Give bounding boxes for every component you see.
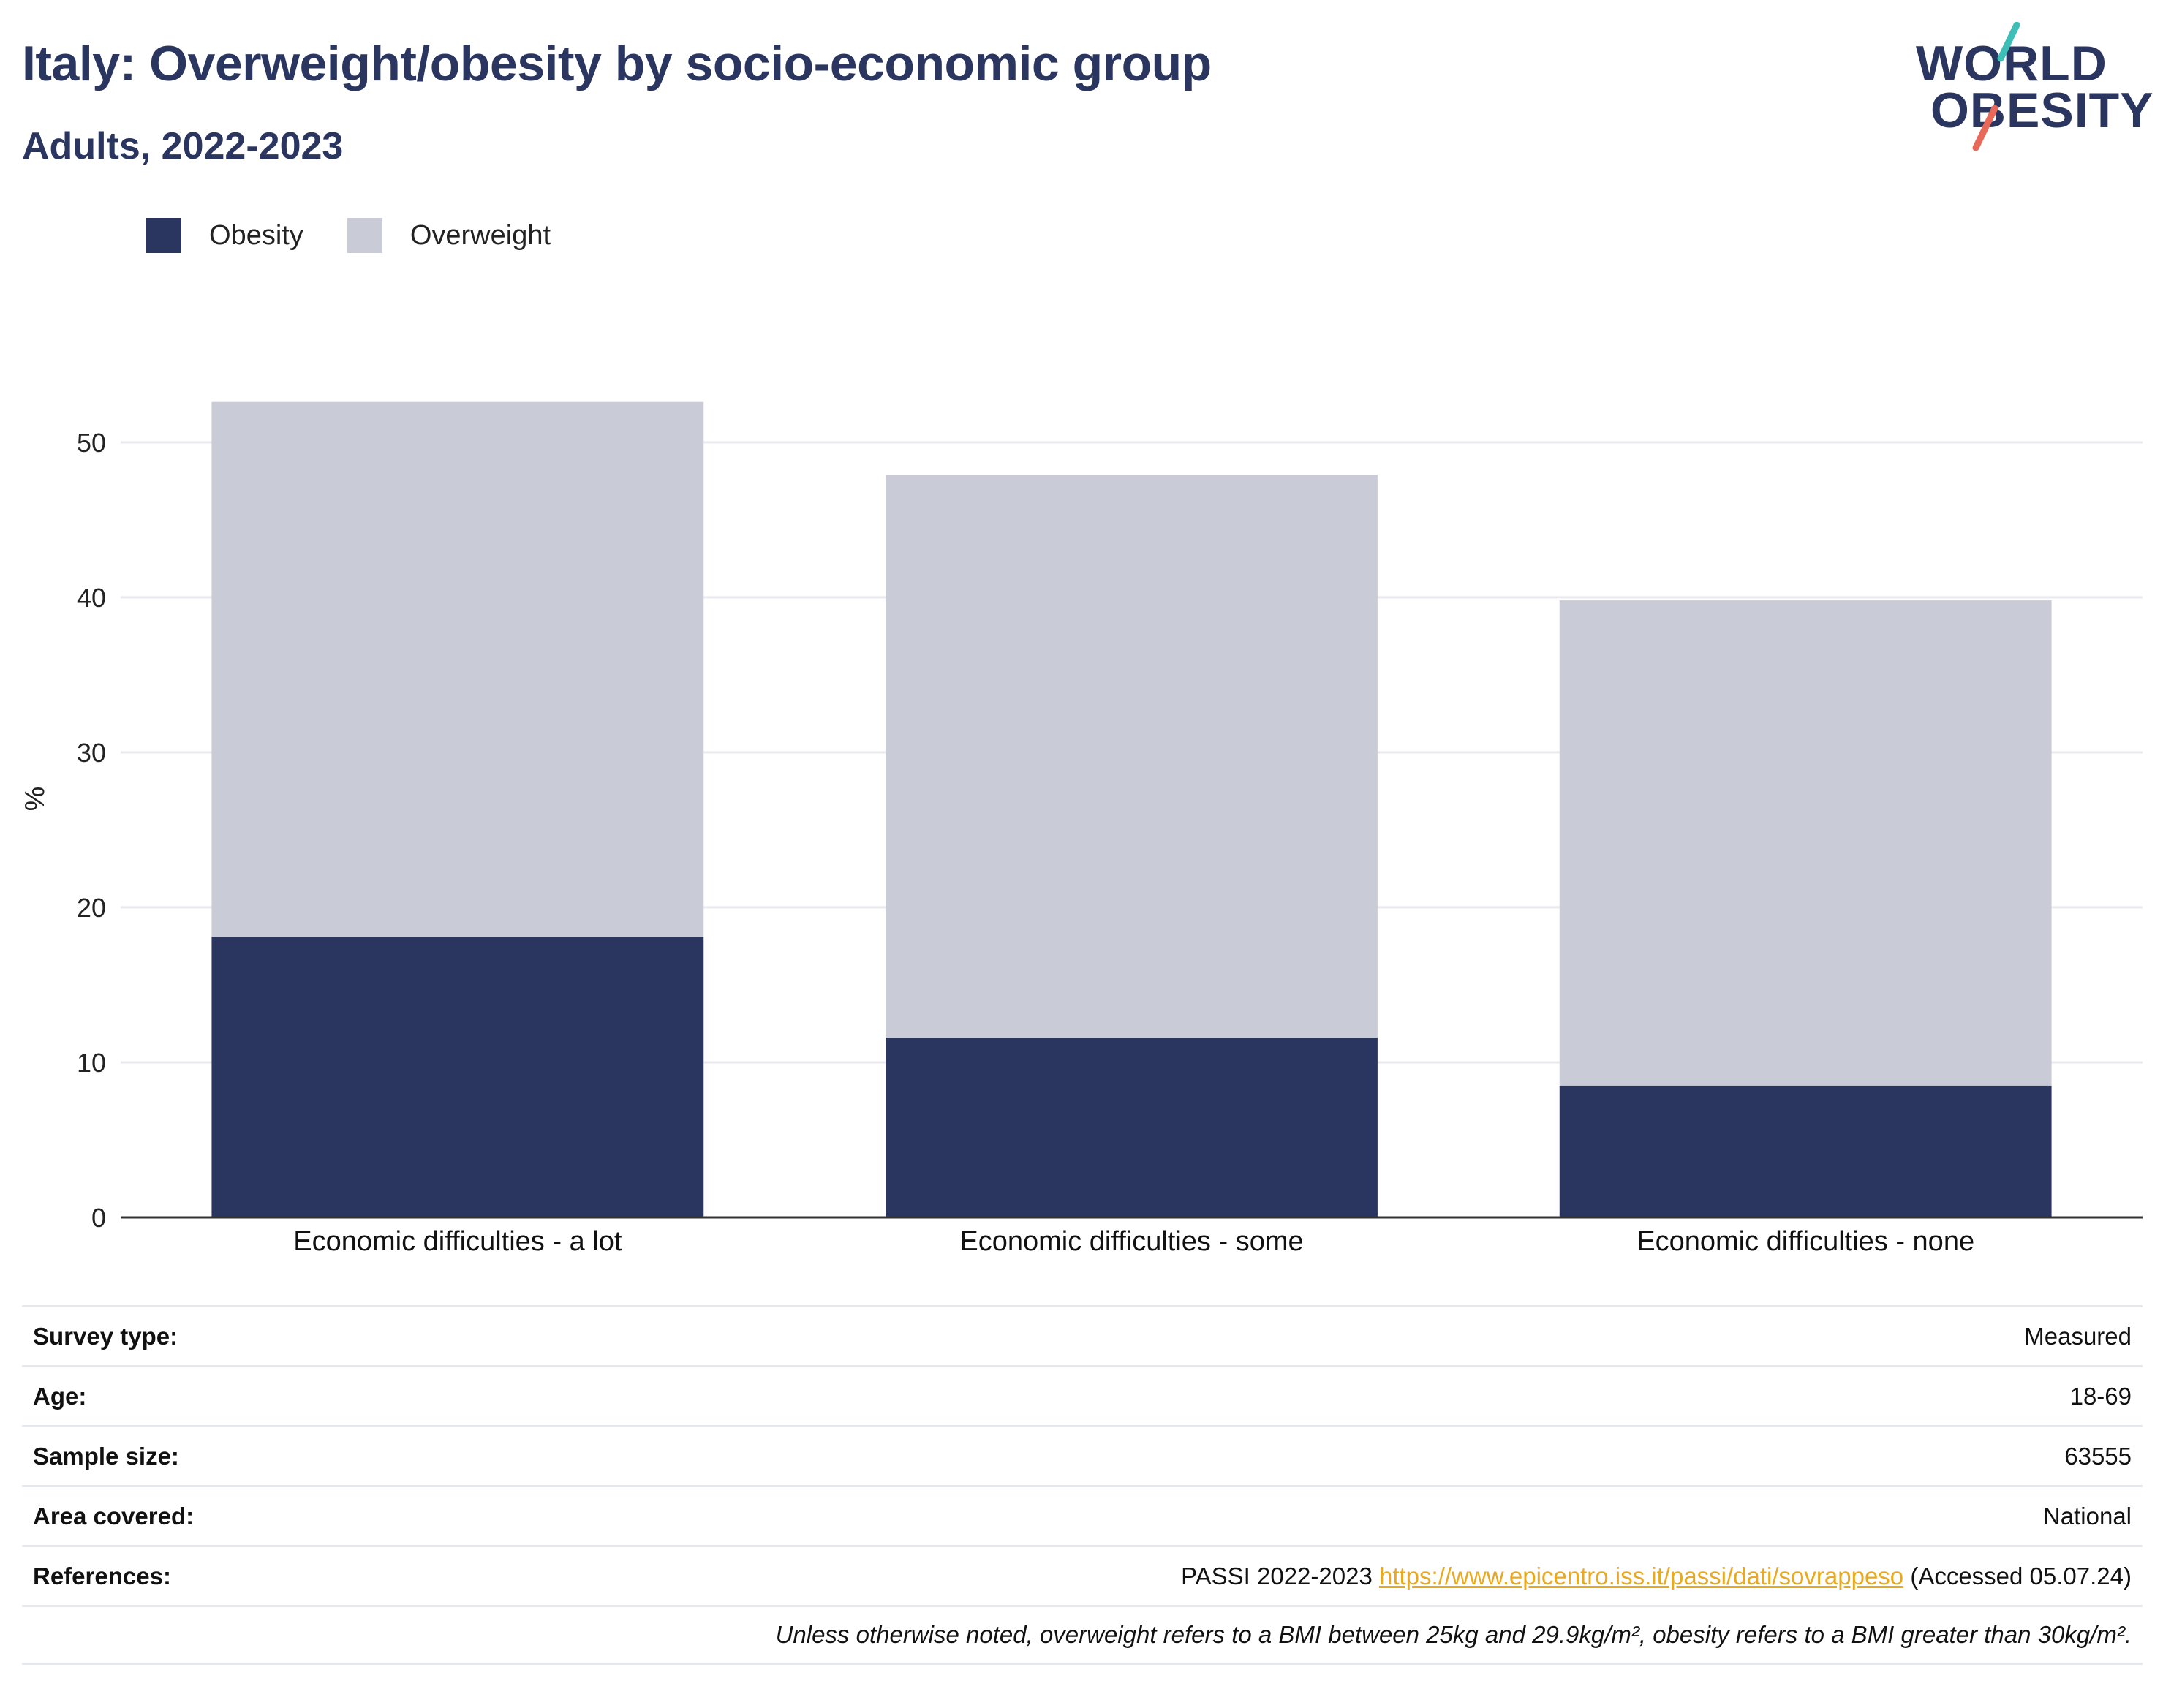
- x-tick-label: Economic difficulties - some: [959, 1226, 1303, 1257]
- metadata-table: Survey type: Measured Age: 18-69 Sample …: [22, 1305, 2143, 1665]
- world-obesity-logo: WORLD OBESITY: [1916, 22, 2153, 154]
- meta-key-area: Area covered:: [33, 1502, 195, 1530]
- y-tick-label: 20: [77, 893, 106, 923]
- logo-line-2: OBESITY: [1930, 83, 2154, 138]
- chart-subtitle: Adults, 2022-2023: [22, 125, 344, 167]
- meta-value-references: PASSI 2022-2023 https://www.epicentro.is…: [1181, 1562, 2132, 1590]
- reference-source: PASSI 2022-2023: [1181, 1562, 1373, 1590]
- reference-accessed: (Accessed 05.07.24): [1910, 1562, 2132, 1590]
- y-tick-label: 0: [91, 1203, 106, 1233]
- definition-note: Unless otherwise noted, overweight refer…: [775, 1621, 2132, 1648]
- legend-swatch-overweight: [347, 218, 382, 253]
- meta-key-survey-type: Survey type:: [33, 1322, 178, 1350]
- meta-value-sample-size: 63555: [2064, 1442, 2132, 1470]
- x-tick-label: Economic difficulties - none: [1637, 1226, 1974, 1257]
- meta-row-age: Age: 18-69: [22, 1365, 2143, 1425]
- bar-overweight: [211, 401, 704, 937]
- bar-obesity: [1559, 1085, 2052, 1217]
- chart-title: Italy: Overweight/obesity by socio-econo…: [22, 36, 1212, 91]
- meta-key-age: Age:: [33, 1382, 87, 1410]
- y-axis-label: %: [20, 787, 50, 812]
- meta-row-note: Unless otherwise noted, overweight refer…: [22, 1605, 2143, 1665]
- legend-item-overweight[interactable]: Overweight: [347, 218, 551, 253]
- chart-legend: Obesity Overweight: [146, 218, 594, 253]
- legend-label-overweight: Overweight: [409, 219, 551, 251]
- bar-obesity: [211, 937, 704, 1217]
- bar-overweight: [1559, 600, 2052, 1086]
- stacked-bar-chart: 0 10 20 30 40 50% Economic difficulties - a lo…: [20, 401, 2143, 1257]
- meta-row-area: Area covered: National: [22, 1485, 2143, 1545]
- logo-line-1: WORLD: [1916, 36, 2107, 91]
- legend-label-obesity: Obesity: [209, 219, 303, 251]
- y-tick-label: 10: [77, 1048, 106, 1078]
- y-tick-label: 50: [77, 428, 106, 458]
- x-tick-label: Economic difficulties - a lot: [293, 1226, 622, 1257]
- meta-row-references: References: PASSI 2022-2023 https://www.…: [22, 1545, 2143, 1605]
- meta-value-survey-type: Measured: [2024, 1322, 2132, 1350]
- meta-value-area: National: [2042, 1502, 2132, 1530]
- legend-swatch-obesity: [146, 218, 181, 253]
- bar-obesity: [886, 1038, 1378, 1217]
- bar-overweight: [886, 475, 1378, 1038]
- y-tick-label: 30: [77, 738, 106, 768]
- legend-item-obesity[interactable]: Obesity: [146, 218, 303, 253]
- meta-row-sample-size: Sample size: 63555: [22, 1425, 2143, 1485]
- logo-slash-icon: [1972, 22, 2020, 151]
- y-tick-label: 40: [77, 583, 106, 613]
- meta-key-references: References:: [33, 1562, 171, 1590]
- meta-row-survey-type: Survey type: Measured: [22, 1305, 2143, 1365]
- meta-value-age: 18-69: [2069, 1382, 2132, 1410]
- reference-link[interactable]: https://www.epicentro.iss.it/passi/dati/…: [1378, 1562, 1904, 1590]
- meta-key-sample-size: Sample size:: [33, 1442, 179, 1470]
